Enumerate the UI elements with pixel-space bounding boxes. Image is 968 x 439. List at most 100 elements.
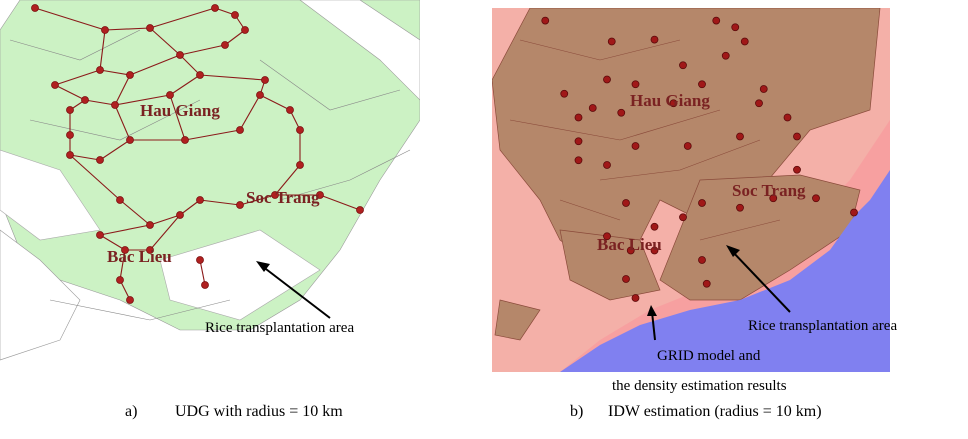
edge: [169, 74, 201, 96]
edge: [104, 27, 151, 31]
station: [231, 11, 239, 19]
edge: [99, 69, 131, 76]
caption-label: a): [125, 403, 137, 420]
edge: [69, 154, 101, 161]
edge: [149, 214, 181, 226]
station: [126, 136, 134, 144]
station: [356, 206, 364, 214]
station: [698, 80, 706, 89]
station: [271, 191, 279, 199]
station: [755, 99, 763, 108]
station: [607, 37, 616, 46]
station: [679, 61, 687, 70]
edge: [184, 129, 241, 141]
station: [683, 142, 692, 150]
station: [146, 24, 154, 32]
station: [622, 199, 630, 207]
edge: [179, 54, 201, 76]
station: [541, 16, 550, 25]
station: [211, 4, 219, 12]
place-label: Soc Trang: [246, 188, 320, 207]
station: [603, 232, 611, 241]
station: [196, 71, 204, 79]
place-label: Bac Lieu: [107, 247, 172, 266]
station: [712, 16, 721, 25]
station: [617, 108, 626, 117]
edge: [239, 194, 276, 206]
station: [196, 256, 204, 264]
edge: [119, 249, 126, 281]
station: [176, 51, 184, 59]
station: [126, 71, 134, 79]
station: [296, 126, 304, 134]
station: [679, 213, 687, 222]
edge: [259, 94, 291, 111]
edge: [199, 199, 241, 206]
station: [51, 81, 59, 89]
station: [116, 276, 124, 284]
station: [101, 26, 109, 34]
edge: [129, 54, 181, 76]
station: [236, 126, 244, 134]
edge: [54, 69, 101, 86]
station: [181, 136, 189, 144]
station: [793, 132, 801, 141]
map-a: [0, 0, 420, 375]
edge: [99, 29, 106, 71]
arrows: [256, 245, 791, 341]
edge: [69, 154, 121, 201]
edge: [99, 224, 151, 236]
station: [241, 26, 249, 34]
station: [66, 106, 74, 114]
station: [669, 99, 678, 108]
annotation: Rice transplantation area: [748, 318, 897, 334]
edge: [274, 164, 301, 196]
station: [812, 194, 820, 203]
station: [560, 89, 569, 98]
caption: IDW estimation (radius = 10 km): [608, 403, 822, 420]
station: [316, 191, 324, 199]
edge: [114, 104, 131, 141]
station: [116, 196, 124, 204]
station: [626, 246, 635, 255]
edge: [99, 234, 126, 251]
station: [96, 156, 104, 164]
station: [622, 275, 630, 283]
annotation: Rice transplantation area: [205, 320, 354, 336]
station: [221, 41, 229, 49]
station: [256, 91, 264, 99]
station: [126, 296, 134, 304]
edge: [199, 74, 266, 81]
station: [81, 96, 89, 104]
edge: [179, 44, 226, 56]
map-b: [492, 8, 890, 372]
station: [66, 131, 74, 139]
edge: [169, 94, 186, 141]
station: [236, 201, 244, 209]
station: [759, 85, 768, 93]
station: [631, 80, 640, 89]
edge: [119, 199, 151, 226]
station: [574, 156, 583, 165]
place-label: Soc Trang: [732, 181, 806, 200]
station: [176, 211, 184, 219]
station: [736, 132, 744, 141]
edge: [34, 7, 106, 31]
station: [31, 4, 39, 12]
station: [574, 113, 583, 122]
edge: [99, 139, 131, 161]
place-label: Hau Giang: [140, 101, 220, 120]
station: [296, 161, 304, 169]
station: [650, 222, 659, 231]
station: [721, 51, 730, 60]
annotation: GRID model and: [657, 348, 761, 364]
station: [698, 256, 706, 264]
edge: [84, 99, 116, 106]
edge: [224, 29, 246, 46]
station: [850, 208, 858, 217]
station: [736, 203, 744, 212]
station: [121, 246, 129, 254]
edge: [114, 94, 171, 106]
